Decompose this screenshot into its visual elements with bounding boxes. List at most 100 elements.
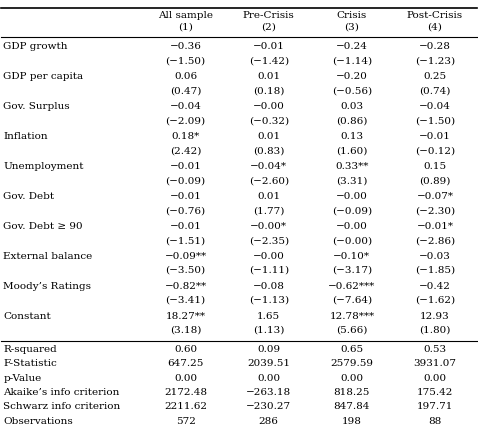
Text: 12.93: 12.93 — [420, 312, 450, 321]
Text: (−1.14): (−1.14) — [332, 56, 372, 65]
Text: p-Value: p-Value — [3, 374, 42, 383]
Text: (0.74): (0.74) — [419, 86, 451, 95]
Text: −0.01: −0.01 — [253, 42, 284, 51]
Text: −0.04*: −0.04* — [250, 162, 287, 171]
Text: (−3.50): (−3.50) — [165, 266, 206, 275]
Text: −0.00: −0.00 — [336, 192, 368, 201]
Text: 0.13: 0.13 — [340, 132, 363, 141]
Text: −0.42: −0.42 — [419, 282, 451, 290]
Text: −0.10*: −0.10* — [333, 252, 370, 261]
Text: −0.01: −0.01 — [419, 132, 451, 141]
Text: 0.18*: 0.18* — [172, 132, 200, 141]
Text: −0.09**: −0.09** — [164, 252, 206, 261]
Text: 175.42: 175.42 — [417, 388, 453, 397]
Text: 0.03: 0.03 — [340, 102, 363, 111]
Text: 0.06: 0.06 — [174, 72, 197, 81]
Text: 88: 88 — [428, 417, 442, 424]
Text: (0.89): (0.89) — [419, 176, 451, 185]
Text: Moody’s Ratings: Moody’s Ratings — [3, 282, 91, 290]
Text: 0.60: 0.60 — [174, 345, 197, 354]
Text: Akaike’s info criterion: Akaike’s info criterion — [3, 388, 120, 397]
Text: 12.78***: 12.78*** — [329, 312, 374, 321]
Text: (−0.56): (−0.56) — [332, 86, 372, 95]
Text: GDP growth: GDP growth — [3, 42, 68, 51]
Text: (1.77): (1.77) — [253, 206, 284, 215]
Text: 3931.07: 3931.07 — [413, 360, 456, 368]
Text: (−2.35): (−2.35) — [249, 236, 289, 245]
Text: (3): (3) — [345, 22, 359, 31]
Text: −0.03: −0.03 — [419, 252, 451, 261]
Text: −0.01*: −0.01* — [416, 222, 454, 231]
Text: (−1.11): (−1.11) — [249, 266, 289, 275]
Text: (−1.62): (−1.62) — [415, 296, 455, 305]
Text: 2211.62: 2211.62 — [164, 402, 207, 411]
Text: 647.25: 647.25 — [167, 360, 204, 368]
Text: −0.04: −0.04 — [419, 102, 451, 111]
Text: 847.84: 847.84 — [334, 402, 370, 411]
Text: 0.00: 0.00 — [174, 374, 197, 383]
Text: 286: 286 — [259, 417, 279, 424]
Text: (−2.86): (−2.86) — [415, 236, 455, 245]
Text: 0.25: 0.25 — [424, 72, 446, 81]
Text: −0.07*: −0.07* — [416, 192, 454, 201]
Text: (5.66): (5.66) — [336, 326, 368, 335]
Text: (−0.09): (−0.09) — [165, 176, 206, 185]
Text: Gov. Surplus: Gov. Surplus — [3, 102, 70, 111]
Text: (−0.00): (−0.00) — [332, 236, 372, 245]
Text: −263.18: −263.18 — [246, 388, 291, 397]
Text: Gov. Debt ≥ 90: Gov. Debt ≥ 90 — [3, 222, 83, 231]
Text: (−2.60): (−2.60) — [249, 176, 289, 185]
Text: GDP per capita: GDP per capita — [3, 72, 84, 81]
Text: 0.00: 0.00 — [424, 374, 446, 383]
Text: (−0.12): (−0.12) — [415, 146, 455, 155]
Text: −0.28: −0.28 — [419, 42, 451, 51]
Text: Post-Crisis: Post-Crisis — [407, 11, 463, 20]
Text: −0.08: −0.08 — [253, 282, 284, 290]
Text: (1.60): (1.60) — [336, 146, 368, 155]
Text: All sample: All sample — [158, 11, 213, 20]
Text: (−1.50): (−1.50) — [415, 116, 455, 126]
Text: −0.00*: −0.00* — [250, 222, 287, 231]
Text: (4): (4) — [428, 22, 443, 31]
Text: 198: 198 — [342, 417, 362, 424]
Text: External balance: External balance — [3, 252, 93, 261]
Text: R-squared: R-squared — [3, 345, 57, 354]
Text: Unemployment: Unemployment — [3, 162, 84, 171]
Text: 0.09: 0.09 — [257, 345, 280, 354]
Text: (−1.50): (−1.50) — [165, 56, 206, 65]
Text: −0.20: −0.20 — [336, 72, 368, 81]
Text: 0.01: 0.01 — [257, 192, 280, 201]
Text: −0.00: −0.00 — [253, 102, 284, 111]
Text: 572: 572 — [175, 417, 196, 424]
Text: 0.65: 0.65 — [340, 345, 363, 354]
Text: 197.71: 197.71 — [417, 402, 453, 411]
Text: (−7.64): (−7.64) — [332, 296, 372, 305]
Text: (−1.23): (−1.23) — [415, 56, 455, 65]
Text: 2172.48: 2172.48 — [164, 388, 207, 397]
Text: −0.36: −0.36 — [170, 42, 201, 51]
Text: Crisis: Crisis — [337, 11, 367, 20]
Text: (3.18): (3.18) — [170, 326, 201, 335]
Text: Schwarz info criterion: Schwarz info criterion — [3, 402, 120, 411]
Text: (0.47): (0.47) — [170, 86, 201, 95]
Text: (−3.17): (−3.17) — [332, 266, 372, 275]
Text: 818.25: 818.25 — [334, 388, 370, 397]
Text: (−0.32): (−0.32) — [249, 116, 289, 126]
Text: (0.86): (0.86) — [336, 116, 368, 126]
Text: (−1.51): (−1.51) — [165, 236, 206, 245]
Text: −230.27: −230.27 — [246, 402, 291, 411]
Text: Observations: Observations — [3, 417, 73, 424]
Text: (−2.09): (−2.09) — [165, 116, 206, 126]
Text: 1.65: 1.65 — [257, 312, 280, 321]
Text: (−1.13): (−1.13) — [249, 296, 289, 305]
Text: −0.62***: −0.62*** — [328, 282, 376, 290]
Text: 18.27**: 18.27** — [165, 312, 206, 321]
Text: (−1.42): (−1.42) — [249, 56, 289, 65]
Text: 0.15: 0.15 — [424, 162, 446, 171]
Text: 0.00: 0.00 — [340, 374, 363, 383]
Text: (2.42): (2.42) — [170, 146, 201, 155]
Text: (0.18): (0.18) — [253, 86, 284, 95]
Text: (1.80): (1.80) — [419, 326, 451, 335]
Text: (3.31): (3.31) — [336, 176, 368, 185]
Text: (−0.76): (−0.76) — [165, 206, 206, 215]
